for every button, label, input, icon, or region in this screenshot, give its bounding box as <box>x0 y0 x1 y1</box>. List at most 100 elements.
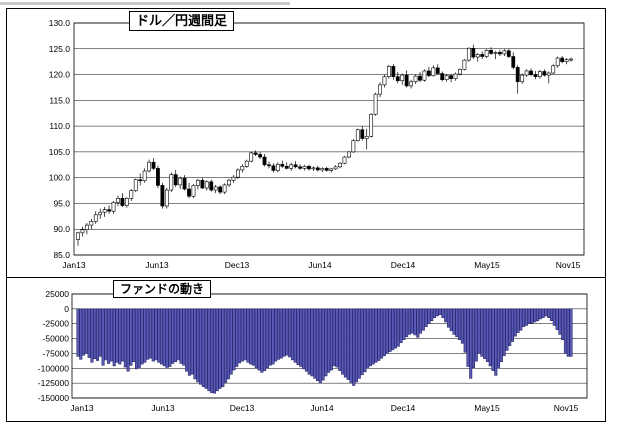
fund-bar <box>427 308 431 324</box>
fund-x-tick-label: Nov15 <box>554 403 579 413</box>
fund-bar <box>360 308 364 376</box>
candle-body <box>538 71 542 77</box>
price-y-tick-label: 95.0 <box>53 198 70 208</box>
fund-bar <box>522 308 526 327</box>
price-x-tick-label: Nov15 <box>556 260 581 270</box>
candle-body <box>502 50 507 55</box>
candle-body <box>360 129 365 139</box>
fund-bar <box>483 308 487 360</box>
fund-bar <box>299 308 303 367</box>
candle-body <box>426 70 431 76</box>
fund-bar <box>357 308 361 379</box>
candle-body <box>142 170 147 182</box>
candle-body <box>173 174 178 186</box>
candle-body <box>227 179 231 186</box>
fund-bar <box>335 308 339 368</box>
price-y-tick-label: 110.0 <box>49 121 70 131</box>
fund-y-tick-label: -125000 <box>38 378 69 388</box>
fund-bar <box>377 308 381 361</box>
fund-x-tick-label: Jun14 <box>310 403 333 413</box>
candle-body <box>387 66 391 77</box>
fund-bar <box>101 308 105 366</box>
fund-bar <box>90 308 94 363</box>
price-y-tick-label: 125.0 <box>49 44 71 54</box>
candle-body <box>249 152 254 162</box>
fund-bar <box>240 308 244 362</box>
candle-body <box>182 177 187 190</box>
fund-bar <box>76 308 80 357</box>
fund-bar <box>343 308 347 378</box>
price-x-tick-label: Jun14 <box>308 260 331 270</box>
fund-bar <box>151 308 155 362</box>
candle-body <box>200 179 205 189</box>
candle-body <box>124 197 129 206</box>
fund-bar <box>87 308 91 358</box>
price-chart-frame <box>6 8 606 278</box>
fund-bar <box>307 308 311 375</box>
fund-x-tick-label: Jun13 <box>151 403 174 413</box>
fund-bar <box>438 308 442 316</box>
fund-bar <box>277 308 281 360</box>
fund-bar <box>430 308 434 321</box>
fund-bar <box>349 308 353 383</box>
fund-bar <box>505 308 509 351</box>
fund-bar <box>279 308 283 359</box>
price-y-tick-label: 105.0 <box>49 147 71 157</box>
fund-bar <box>469 308 473 379</box>
fund-bar <box>140 308 144 365</box>
candle-body <box>156 168 160 186</box>
fund-bar <box>341 308 345 375</box>
fund-bar <box>321 308 325 381</box>
fund-bar <box>491 308 495 371</box>
fund-bar <box>380 308 384 359</box>
fund-bar <box>143 308 147 363</box>
candle-body <box>80 229 85 234</box>
candle-body <box>93 214 98 222</box>
fund-bar <box>95 308 99 361</box>
candle-body <box>169 174 174 191</box>
fund-bar <box>485 308 489 362</box>
candle-body <box>458 69 462 75</box>
candle-body <box>440 73 445 81</box>
fund-bar <box>224 308 228 383</box>
fund-bar <box>171 308 175 364</box>
fund-bar <box>296 308 300 365</box>
fund-bar <box>407 308 411 335</box>
candle-body <box>107 209 111 212</box>
price-x-tick-label: Dec14 <box>391 260 416 270</box>
fund-bar <box>268 308 272 366</box>
fund-bar <box>173 308 177 362</box>
fund-bar <box>285 308 289 356</box>
fund-bar <box>246 308 250 363</box>
fund-bar <box>115 308 119 363</box>
fund-bar <box>563 308 567 354</box>
price-x-tick-label: Jan13 <box>62 260 85 270</box>
fund-x-tick-label: Jan13 <box>70 403 93 413</box>
fund-y-tick-label: -75000 <box>43 348 70 358</box>
fund-bar <box>129 308 133 366</box>
price-y-tick-label: 90.0 <box>53 224 70 234</box>
fund-bar <box>324 308 328 377</box>
candle-body <box>342 156 347 164</box>
fund-bar <box>463 308 467 353</box>
candle-body <box>435 67 440 74</box>
fund-bar <box>538 308 542 320</box>
fund-bar <box>388 308 392 352</box>
fund-bar <box>497 308 501 369</box>
fund-bar <box>179 308 183 364</box>
candle-body <box>471 47 476 58</box>
fund-bar <box>474 308 478 362</box>
fund-bar <box>204 308 208 389</box>
price-x-tick-label: Jun13 <box>145 260 168 270</box>
fund-bar <box>569 308 573 357</box>
candle-body <box>160 185 165 207</box>
fund-bar <box>118 308 122 365</box>
fund-bar <box>121 308 125 362</box>
candle-body <box>475 54 480 58</box>
candle-body <box>89 221 94 226</box>
price-plot-area <box>73 22 585 256</box>
candle-body <box>204 181 209 189</box>
price-x-tick-label: Dec13 <box>225 260 250 270</box>
fund-bar <box>346 308 350 380</box>
fund-y-tick-label: -50000 <box>43 334 70 344</box>
